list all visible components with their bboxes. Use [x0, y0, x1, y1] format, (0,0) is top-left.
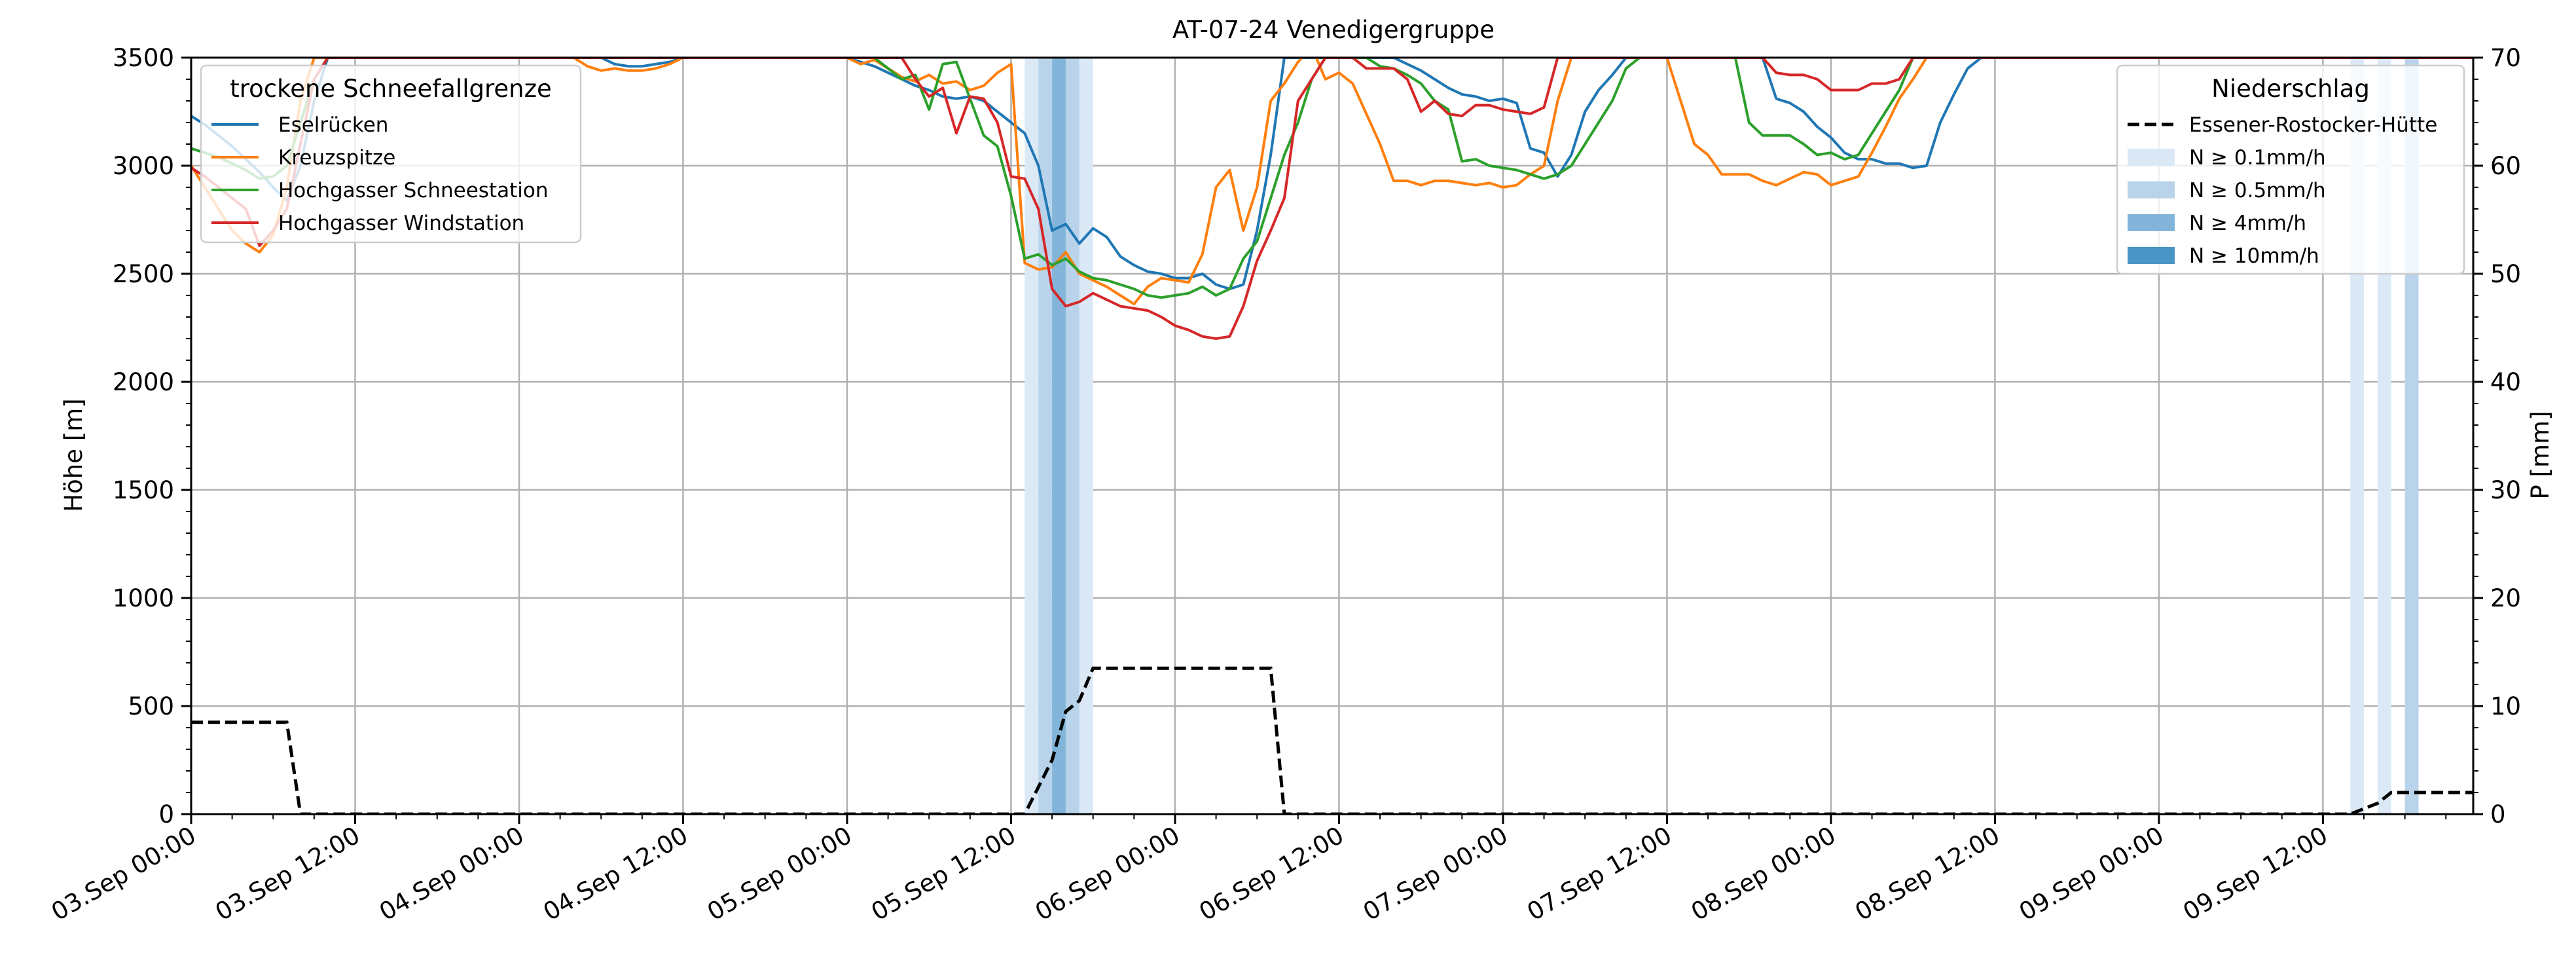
y-tick-label-right: 40 — [2490, 368, 2521, 396]
y-tick-label-right: 50 — [2490, 260, 2521, 288]
y-axis-label-right: P [mm] — [2526, 411, 2554, 499]
legend-right-swatch — [2128, 149, 2175, 166]
legend-right-swatch — [2128, 181, 2175, 198]
legend-right-swatch — [2128, 214, 2175, 231]
legend-right-entry: N ≥ 4mm/h — [2189, 212, 2306, 235]
y-tick-label-right: 20 — [2490, 584, 2521, 612]
y-tick-label-left: 2000 — [113, 368, 174, 396]
precip-bands — [1025, 58, 2419, 814]
legend-right-swatch — [2128, 247, 2175, 264]
series-line-hochgasser-windstation — [191, 58, 2473, 340]
legend-left-title: trockene Schneefallgrenze — [230, 75, 552, 103]
chart-title: AT-07-24 Venedigergruppe — [1172, 16, 1495, 44]
y-tick-label-right: 10 — [2490, 692, 2521, 720]
y-tick-label-right: 60 — [2490, 152, 2521, 180]
legend-left-box — [200, 64, 582, 244]
legend-right-title: Niederschlag — [2211, 75, 2370, 103]
legend-right-entry: N ≥ 10mm/h — [2189, 244, 2319, 268]
axes-frame — [190, 56, 2475, 815]
y-tick-label-left: 2500 — [113, 260, 174, 288]
series-line-hochgasser-schneestation — [191, 58, 2473, 299]
y-tick-label-left: 3000 — [113, 152, 174, 180]
legend-right-box — [2116, 64, 2465, 275]
y-tick-label-left: 1000 — [113, 584, 174, 612]
y-tick-label-right: 0 — [2490, 800, 2506, 829]
precip-band-0-5 — [1065, 58, 1079, 814]
y-tick-label-right: 30 — [2490, 476, 2521, 504]
y-tick-label-left: 0 — [158, 800, 174, 829]
y-tick-label-left: 500 — [128, 692, 174, 720]
legend-right-entry: N ≥ 0.1mm/h — [2189, 146, 2326, 170]
y-tick-label-left: 1500 — [113, 476, 174, 504]
legend-right-entry: Essener-Rostocker-Hütte — [2189, 113, 2437, 137]
y-axis-label-left: Höhe [m] — [60, 398, 88, 512]
y-tick-label-right: 70 — [2490, 44, 2521, 72]
plot-area — [191, 58, 2473, 814]
legend-right-entry: N ≥ 0.5mm/h — [2189, 179, 2326, 202]
legend-left-entry: Hochgasser Schneestation — [278, 179, 548, 202]
legend-left-entry: Hochgasser Windstation — [278, 212, 524, 235]
series-line-precip — [191, 666, 2473, 814]
precip-band-0-1 — [1025, 58, 1039, 814]
precip-band-0-1 — [1079, 58, 1093, 814]
legend-left-entry: Kreuzspitze — [278, 146, 395, 170]
precip-band-0-5 — [1038, 58, 1053, 814]
legend-left-entry: Eselrücken — [278, 113, 388, 137]
legends: trockene Schneefallgrenze Eselrücken Kreuz… — [200, 64, 2465, 275]
y-tick-label-left: 3500 — [113, 44, 174, 72]
series-line-eselr-cken — [191, 58, 2473, 291]
precip-band-4 — [1052, 58, 1066, 814]
